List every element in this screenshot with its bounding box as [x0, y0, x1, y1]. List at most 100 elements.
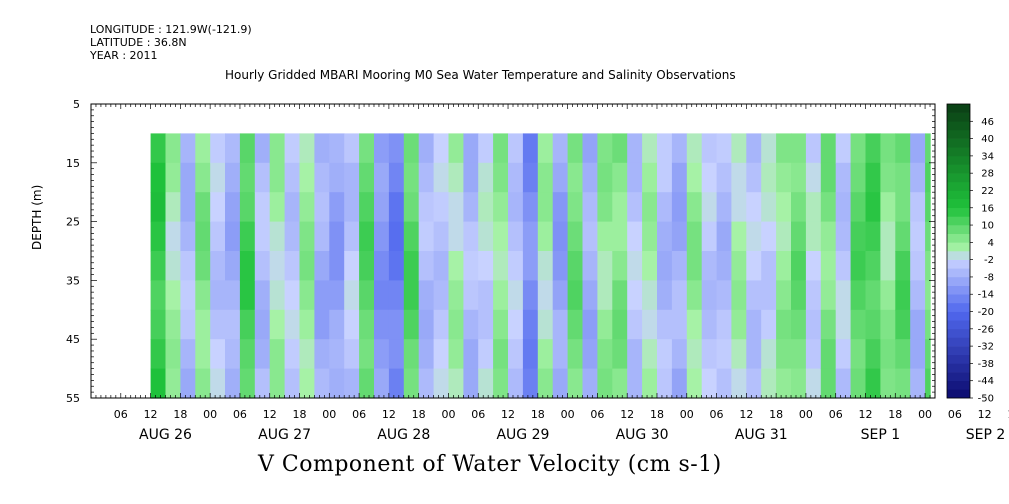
x-tick-label: 18: [412, 408, 426, 421]
heatmap-cell: [418, 221, 435, 252]
heatmap-cell: [374, 309, 390, 340]
heatmap-cell: [627, 368, 643, 399]
heatmap-cell: [627, 309, 643, 340]
heatmap-cell: [329, 309, 345, 340]
heatmap-cell: [493, 280, 509, 311]
heatmap-cell: [865, 221, 881, 252]
heatmap-cell: [403, 309, 420, 340]
heatmap-cell: [910, 339, 926, 370]
heatmap-cell: [820, 309, 837, 340]
heatmap-cell: [359, 339, 375, 370]
heatmap-cell: [299, 339, 315, 370]
heatmap-cell: [776, 133, 792, 164]
heatmap-cell: [254, 162, 271, 193]
heatmap-cell: [254, 133, 271, 164]
heatmap-cell: [254, 221, 271, 252]
heatmap-cell: [180, 192, 196, 223]
heatmap-cell: [508, 251, 524, 281]
heatmap-cell: [701, 368, 718, 399]
heatmap-cell: [225, 251, 241, 281]
heatmap-cell: [388, 162, 405, 193]
heatmap-cell: [210, 339, 226, 370]
heatmap-cell: [835, 162, 852, 193]
x-tick-label: 12: [858, 408, 872, 421]
heatmap-cell: [210, 368, 226, 399]
heatmap-cell: [716, 280, 733, 311]
colorbar-label: 40: [981, 134, 994, 145]
colorbar-label: -38: [978, 359, 994, 370]
x-tick-label: 12: [501, 408, 515, 421]
heatmap-cell: [657, 192, 673, 223]
heatmap-cell: [418, 339, 435, 370]
heatmap-cell: [195, 251, 211, 281]
heatmap-cell: [925, 339, 931, 370]
heatmap-cell: [329, 280, 345, 311]
heatmap-cell: [716, 192, 733, 223]
heatmap-cell: [478, 251, 494, 281]
x-tick-label: 00: [322, 408, 336, 421]
heatmap-cell: [597, 339, 613, 370]
heatmap-cell: [910, 368, 926, 399]
heatmap-cell: [254, 309, 271, 340]
heatmap-cell: [597, 133, 613, 164]
heatmap-cell: [716, 133, 733, 164]
heatmap-cell: [239, 339, 256, 370]
heatmap-cell: [597, 192, 613, 223]
heatmap-cell: [478, 133, 494, 164]
heatmap-cell: [150, 251, 167, 281]
heatmap-cell: [314, 221, 330, 252]
heatmap-cell: [359, 280, 375, 311]
heatmap-cell: [880, 309, 896, 340]
colorbar-label: 46: [981, 117, 994, 128]
heatmap-cell: [910, 133, 926, 164]
heatmap-cell: [805, 221, 822, 252]
heatmap-cell: [225, 368, 241, 399]
x-tick-label: 00: [918, 408, 932, 421]
heatmap-cell: [388, 133, 405, 164]
heatmap-cell: [642, 368, 658, 399]
x-tick-label: 00: [203, 408, 217, 421]
heatmap-cell: [299, 192, 315, 223]
colorbar-segment: [947, 251, 970, 260]
heatmap-cell: [463, 309, 479, 340]
heatmap-cell: [403, 339, 420, 370]
heatmap-cell: [314, 280, 330, 311]
heatmap-cell: [925, 251, 931, 281]
colorbar-segment: [947, 372, 970, 382]
heatmap-cell: [880, 368, 896, 399]
heatmap-cell: [180, 133, 196, 164]
heatmap-cell: [493, 368, 509, 399]
heatmap-cell: [552, 251, 569, 281]
heatmap-cell: [910, 221, 926, 252]
heatmap-cell: [597, 368, 613, 399]
colorbar-segment: [947, 242, 970, 252]
heatmap-cell: [657, 162, 673, 193]
colorbar-segment: [947, 285, 970, 295]
x-date-label: AUG 27: [258, 427, 311, 443]
heatmap-cell: [805, 192, 822, 223]
variable-title: V Component of Water Velocity (cm s-1): [258, 452, 722, 477]
heatmap-cell: [344, 251, 360, 281]
x-tick-label: 06: [114, 408, 128, 421]
heatmap-cell: [418, 133, 435, 164]
heatmap-cell: [388, 192, 405, 223]
heatmap-cell: [195, 368, 211, 399]
heatmap-cell: [567, 280, 584, 311]
colorbar-segment: [947, 147, 970, 157]
heatmap-cell: [880, 280, 896, 311]
heatmap-cell: [239, 221, 256, 252]
heatmap-cell: [895, 192, 911, 223]
y-tick-label: 5: [73, 98, 80, 111]
heatmap-cell: [433, 192, 450, 223]
heatmap-cell: [537, 162, 554, 193]
heatmap-cell: [642, 162, 658, 193]
latitude-label: LATITUDE : 36.8N: [90, 36, 187, 49]
heatmap-cell: [805, 162, 822, 193]
heatmap-cell: [552, 162, 569, 193]
heatmap-cell: [269, 339, 286, 370]
colorbar-segment: [947, 276, 970, 286]
heatmap-cell: [239, 309, 256, 340]
heatmap-cell: [925, 280, 931, 311]
heatmap-cell: [150, 368, 167, 399]
heatmap-cell: [716, 309, 733, 340]
